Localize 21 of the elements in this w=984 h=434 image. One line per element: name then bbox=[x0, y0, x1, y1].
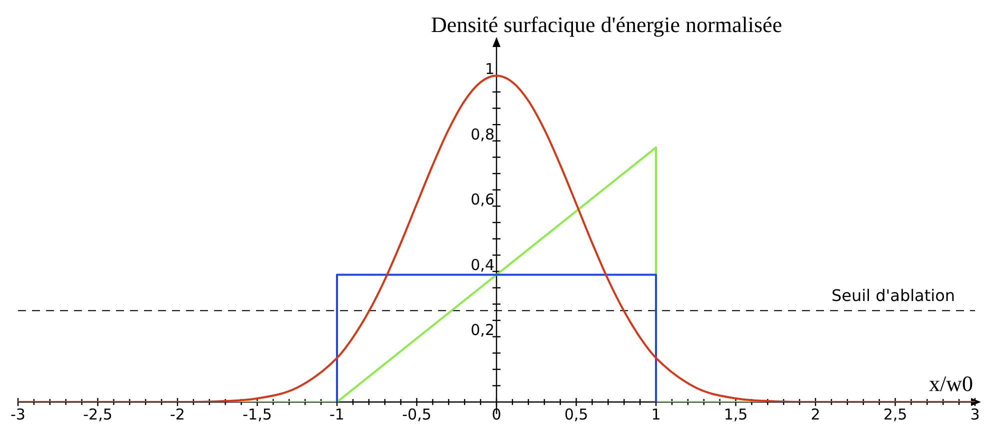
y-tick-label: 0,6 bbox=[470, 190, 494, 209]
y-tick-label: 0,4 bbox=[470, 256, 494, 274]
x-tick-label: 2,5 bbox=[883, 405, 908, 424]
x-tick-label: -2,5 bbox=[83, 405, 112, 424]
x-tick-label: 3 bbox=[970, 405, 980, 424]
x-axis-title: x/w0 bbox=[929, 370, 973, 396]
y-tick-label: 0,8 bbox=[470, 125, 494, 144]
x-tick-label: 2 bbox=[810, 405, 820, 424]
x-tick-label: -2 bbox=[170, 405, 185, 424]
x-tick-label: 0 bbox=[492, 405, 502, 424]
y-tick-label: 1 bbox=[484, 60, 494, 78]
x-tick-label: -0,5 bbox=[402, 405, 432, 424]
x-tick-label: 1 bbox=[651, 405, 661, 424]
x-tick-label: 1,5 bbox=[724, 405, 748, 424]
x-tick-label: -1 bbox=[330, 405, 344, 424]
x-tick-label: 0,5 bbox=[564, 405, 588, 424]
y-axis-title: Densité surfacique d'énergie normalisée bbox=[430, 12, 782, 37]
x-tick-label: -1,5 bbox=[242, 405, 272, 424]
x-tick-label: -3 bbox=[10, 405, 26, 424]
y-tick-label: 0,2 bbox=[470, 321, 494, 340]
ref-line-label: Seuil d'ablation bbox=[831, 286, 955, 305]
